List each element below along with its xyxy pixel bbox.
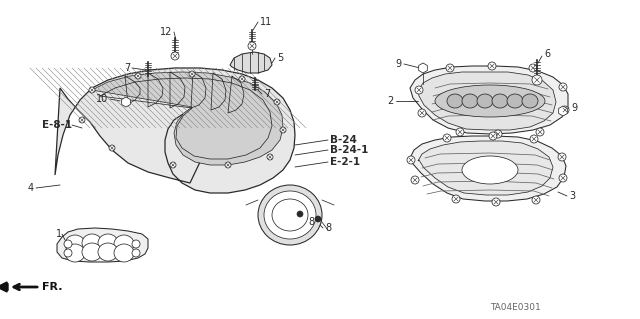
Circle shape	[561, 106, 569, 114]
Text: 6: 6	[544, 49, 550, 59]
Circle shape	[532, 75, 542, 85]
Circle shape	[415, 86, 423, 94]
Polygon shape	[418, 141, 553, 195]
Ellipse shape	[132, 249, 140, 257]
Circle shape	[559, 174, 567, 182]
Circle shape	[267, 154, 273, 160]
Ellipse shape	[462, 156, 518, 184]
Ellipse shape	[462, 94, 478, 108]
Ellipse shape	[272, 199, 308, 231]
Ellipse shape	[98, 234, 118, 252]
Ellipse shape	[64, 240, 72, 248]
Text: E-8-1: E-8-1	[42, 120, 72, 130]
Text: B-24: B-24	[330, 135, 357, 145]
Circle shape	[79, 117, 85, 123]
Circle shape	[109, 145, 115, 151]
Text: 7: 7	[264, 89, 270, 99]
Ellipse shape	[258, 185, 322, 245]
Ellipse shape	[492, 94, 508, 108]
Ellipse shape	[82, 243, 102, 261]
Circle shape	[418, 109, 426, 117]
Ellipse shape	[447, 94, 463, 108]
Polygon shape	[57, 228, 148, 262]
Ellipse shape	[297, 211, 303, 217]
Circle shape	[239, 76, 245, 82]
Circle shape	[446, 64, 454, 72]
Circle shape	[170, 162, 176, 168]
Text: 12: 12	[159, 27, 172, 37]
Polygon shape	[410, 136, 566, 201]
Polygon shape	[559, 106, 567, 116]
Circle shape	[411, 176, 419, 184]
Ellipse shape	[82, 234, 102, 252]
Polygon shape	[55, 68, 295, 193]
Circle shape	[529, 64, 537, 72]
Text: TA04E0301: TA04E0301	[490, 303, 541, 313]
Text: 10: 10	[96, 94, 108, 104]
Circle shape	[171, 52, 179, 60]
Circle shape	[452, 195, 460, 203]
Text: 8: 8	[308, 217, 314, 227]
Text: 9: 9	[571, 103, 577, 113]
Ellipse shape	[64, 249, 72, 257]
Circle shape	[488, 62, 496, 70]
Ellipse shape	[114, 235, 134, 253]
Circle shape	[443, 134, 451, 142]
Text: B-24-1: B-24-1	[330, 145, 369, 155]
Text: FR.: FR.	[42, 282, 63, 292]
Circle shape	[489, 132, 497, 140]
Ellipse shape	[114, 244, 134, 262]
Circle shape	[274, 99, 280, 105]
Ellipse shape	[65, 244, 85, 262]
Ellipse shape	[264, 191, 316, 239]
FancyArrow shape	[0, 282, 8, 292]
Circle shape	[532, 196, 540, 204]
Circle shape	[494, 130, 502, 138]
Circle shape	[189, 71, 195, 77]
Text: 5: 5	[277, 53, 284, 63]
Text: 9: 9	[396, 59, 402, 69]
Text: 7: 7	[124, 63, 130, 73]
Ellipse shape	[522, 94, 538, 108]
Polygon shape	[230, 52, 272, 73]
Ellipse shape	[65, 235, 85, 253]
Circle shape	[225, 162, 231, 168]
Polygon shape	[418, 72, 556, 130]
Ellipse shape	[98, 243, 118, 261]
Polygon shape	[410, 66, 568, 134]
Text: E-2-1: E-2-1	[330, 157, 360, 167]
Circle shape	[248, 42, 256, 50]
Text: 8: 8	[325, 223, 331, 233]
Ellipse shape	[507, 94, 523, 108]
Circle shape	[280, 127, 286, 133]
Ellipse shape	[315, 216, 321, 222]
Text: 1: 1	[56, 229, 62, 239]
Circle shape	[492, 198, 500, 206]
Circle shape	[456, 128, 464, 136]
Text: 11: 11	[260, 17, 272, 27]
Text: 4: 4	[28, 183, 34, 193]
Ellipse shape	[435, 85, 545, 117]
Text: 3: 3	[569, 191, 575, 201]
Circle shape	[407, 156, 415, 164]
Circle shape	[536, 128, 544, 136]
Polygon shape	[122, 97, 131, 107]
Polygon shape	[92, 72, 283, 165]
Circle shape	[530, 135, 538, 143]
Ellipse shape	[132, 240, 140, 248]
Circle shape	[558, 153, 566, 161]
Polygon shape	[419, 63, 428, 73]
Circle shape	[559, 83, 567, 91]
Text: 2: 2	[388, 96, 394, 106]
Circle shape	[89, 87, 95, 93]
Circle shape	[135, 73, 141, 79]
Ellipse shape	[477, 94, 493, 108]
